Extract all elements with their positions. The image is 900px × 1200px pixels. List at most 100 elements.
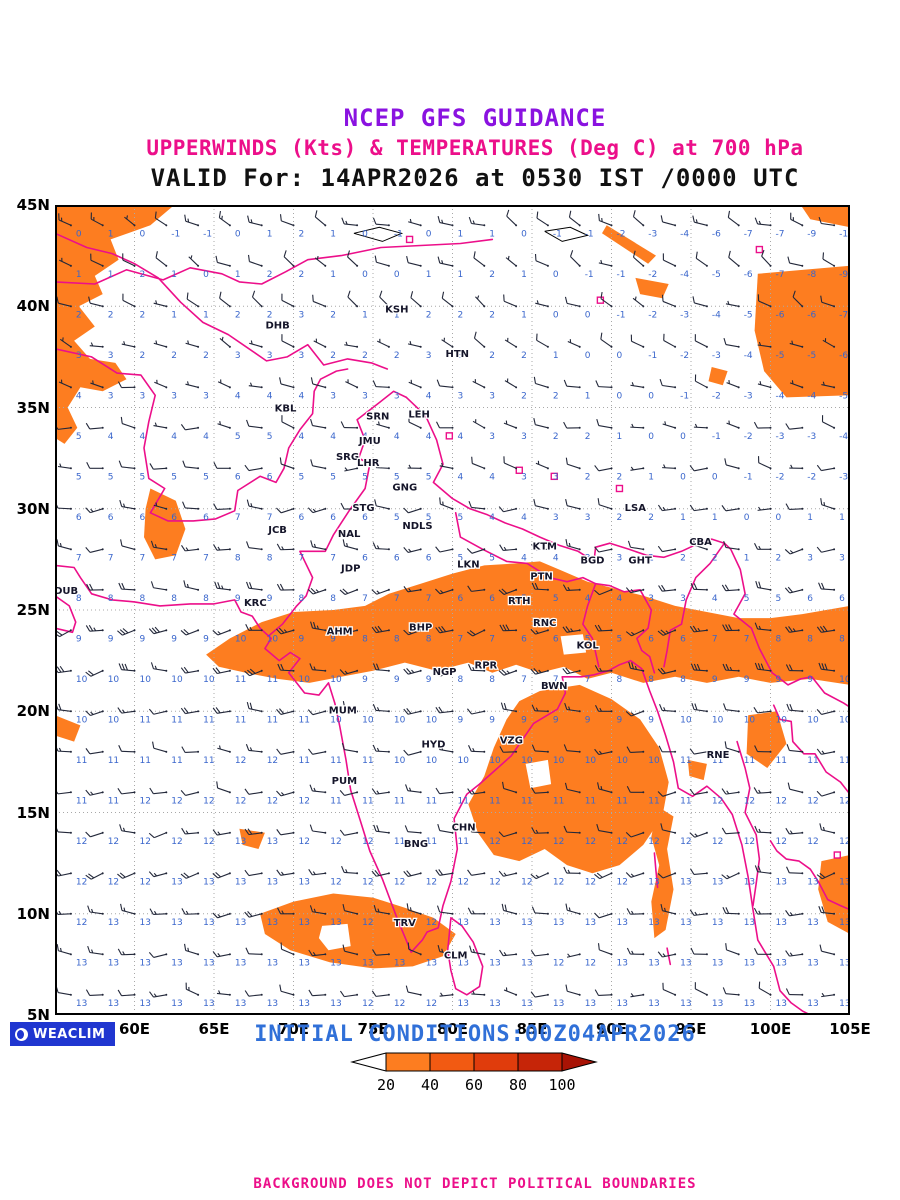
lake-marker: [405, 235, 414, 244]
wind-barb: [789, 464, 804, 470]
wind-barb: [183, 580, 200, 591]
temp-value: 11: [617, 796, 628, 806]
wind-barb: [212, 629, 231, 636]
wind-barb: [406, 903, 422, 915]
temp-value: 13: [203, 999, 214, 1009]
wind-barb: [245, 624, 263, 632]
temp-value: 4: [140, 432, 146, 442]
temp-value: 13: [203, 877, 214, 887]
wind-barb: [307, 507, 327, 514]
wind-barb: [188, 255, 200, 267]
wind-barb: [689, 625, 708, 633]
temp-value: 13: [140, 958, 151, 968]
wind-barb: [339, 829, 359, 836]
temp-value: 0: [744, 513, 750, 523]
wind-barb: [473, 331, 486, 348]
wind-barb: [58, 379, 72, 389]
temp-value: 10: [108, 715, 120, 725]
wind-barb: [784, 586, 804, 594]
temp-value: 0: [776, 513, 782, 523]
wind-barb: [690, 663, 708, 672]
temp-value: 6: [362, 553, 368, 563]
wind-barb: [754, 948, 772, 956]
wind-barb: [499, 544, 518, 551]
temp-value: -1: [744, 472, 753, 482]
temp-value: 3: [362, 391, 368, 401]
wind-barb: [435, 869, 454, 876]
wind-barb: [498, 506, 518, 513]
wind-barb: [342, 701, 359, 713]
temp-value: -2: [776, 472, 785, 482]
wind-barb: [148, 871, 168, 878]
wind-barb: [244, 869, 263, 877]
temp-value: 13: [807, 999, 818, 1009]
temp-value: 4: [299, 391, 305, 401]
wind-barb: [533, 498, 549, 510]
wind-barb: [692, 296, 708, 308]
wind-barb: [152, 741, 168, 753]
wind-barb: [341, 742, 359, 753]
temp-value: 13: [617, 999, 628, 1009]
temp-value: 10: [744, 715, 756, 725]
weaclim-logo-icon: [15, 1027, 28, 1041]
temp-value: 11: [140, 756, 151, 766]
wind-barb: [244, 788, 263, 795]
temp-value: 1: [521, 310, 527, 320]
temp-value: 5: [617, 634, 623, 644]
temp-value: 2: [680, 553, 686, 563]
colorbar-arrow-right: [561, 1052, 598, 1072]
wind-barb: [372, 663, 390, 672]
temp-value: 13: [267, 837, 278, 847]
temp-value: 13: [108, 958, 119, 968]
temp-value: -6: [839, 351, 848, 361]
wind-barb: [314, 210, 327, 227]
temp-value: 7: [744, 634, 750, 644]
temp-value: 7: [489, 634, 495, 644]
temp-value: 1: [744, 553, 750, 563]
wind-barb: [530, 872, 549, 880]
temp-value: 13: [489, 958, 500, 968]
wind-barb: [657, 872, 677, 879]
wind-barb: [87, 945, 104, 956]
wind-barb: [117, 628, 136, 636]
wind-barb: [785, 503, 804, 511]
wind-barb: [403, 586, 422, 593]
wind-barb: [818, 216, 836, 227]
temp-value: 9: [553, 715, 559, 725]
temp-value: 10: [839, 715, 850, 725]
temp-value: 12: [362, 877, 373, 887]
temp-value: 13: [171, 918, 182, 928]
station-label: BGD: [580, 555, 604, 566]
temp-value: -5: [839, 391, 848, 401]
lat-tick-label: 10N: [16, 904, 50, 923]
temp-value: 13: [680, 999, 691, 1009]
temp-value: 12: [108, 837, 119, 847]
temp-value: 13: [521, 999, 532, 1009]
temp-value: 11: [171, 715, 182, 725]
temp-value: 11: [171, 756, 182, 766]
temp-value: 1: [839, 513, 845, 523]
temp-value: 4: [108, 432, 114, 442]
wind-barb: [149, 787, 168, 795]
temp-value: -5: [776, 351, 785, 361]
temp-value: 0: [426, 229, 432, 239]
wind-barb: [88, 296, 104, 308]
disclaimer-text: BACKGROUND DOES NOT DEPICT POLITICAL BOU…: [253, 1176, 697, 1192]
temp-value: 10: [171, 675, 183, 685]
wind-barb: [185, 340, 200, 348]
wind-barb: [185, 982, 200, 996]
wind-barb: [694, 982, 708, 996]
wind-barb: [531, 744, 549, 753]
wind-barb: [600, 332, 613, 348]
lon-tick-label: 75E: [357, 1020, 389, 1038]
wind-barb: [373, 824, 390, 834]
wind-barb: [117, 381, 136, 389]
wind-barb: [376, 338, 390, 348]
wind-barb: [117, 948, 136, 956]
wind-barb: [694, 334, 708, 348]
wind-barb: [531, 582, 549, 591]
wind-barb: [86, 583, 104, 591]
temp-value: 3: [648, 594, 654, 604]
temp-value: 13: [458, 958, 469, 968]
temp-value: 1: [489, 229, 495, 239]
